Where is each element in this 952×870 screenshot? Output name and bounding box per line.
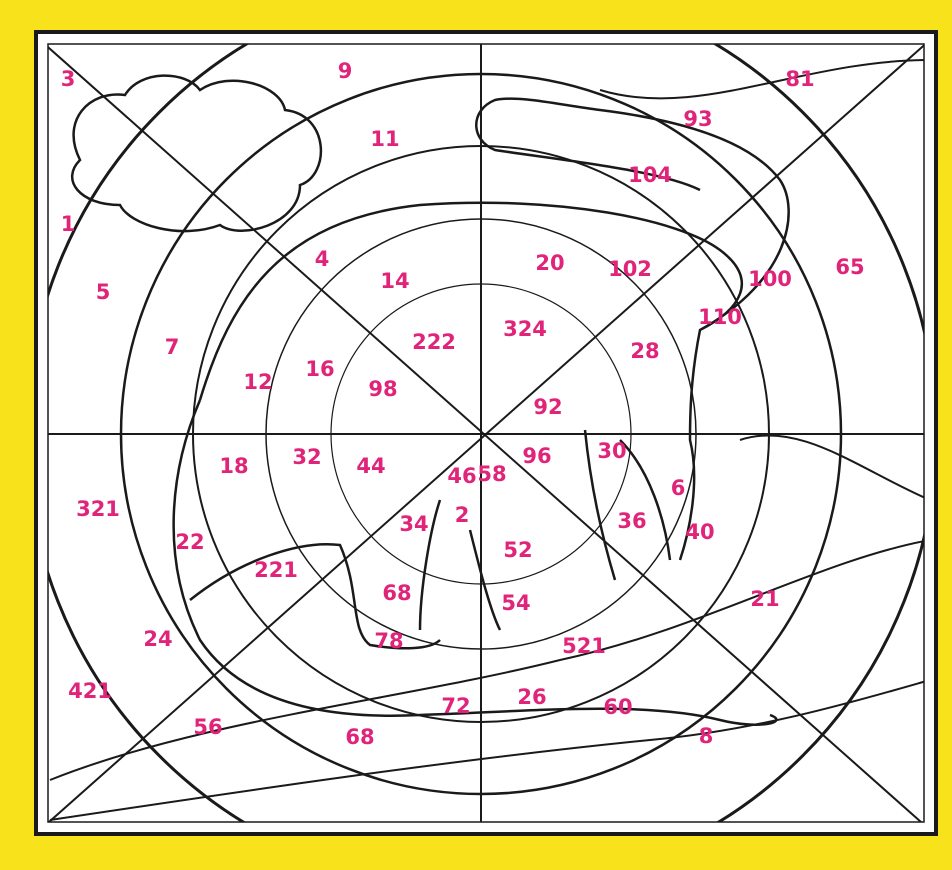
number-label: 102: [608, 257, 652, 281]
cloud: [70, 74, 323, 233]
number-label: 93: [683, 107, 712, 131]
number-label: 521: [562, 634, 606, 658]
number-label: 44: [356, 454, 385, 478]
number-label: 5: [96, 280, 111, 304]
number-label: 421: [68, 679, 112, 703]
dinosaur-legs: [172, 399, 778, 726]
number-label: 78: [374, 629, 403, 653]
number-label: 58: [477, 462, 506, 486]
number-label: 52: [503, 538, 532, 562]
number-label: 21: [750, 587, 779, 611]
number-label: 68: [345, 725, 374, 749]
number-label: 22: [175, 530, 204, 554]
number-label: 40: [685, 520, 714, 544]
number-label: 68: [382, 581, 411, 605]
number-label: 222: [412, 330, 456, 354]
number-label: 96: [522, 444, 551, 468]
number-label: 98: [368, 377, 397, 401]
number-label: 54: [501, 591, 530, 615]
number-label: 12: [243, 370, 272, 394]
ground-lines: [49, 59, 924, 821]
number-label: 100: [748, 267, 792, 291]
number-label: 2: [455, 503, 470, 527]
number-label: 30: [597, 439, 626, 463]
number-label: 4: [315, 247, 330, 271]
number-label: 20: [535, 251, 564, 275]
number-label: 11: [370, 127, 399, 151]
number-label: 46: [447, 464, 476, 488]
number-label: 104: [628, 163, 672, 187]
number-label: 321: [76, 497, 120, 521]
number-label: 16: [305, 357, 334, 381]
diagonal-line: [48, 44, 924, 822]
number-label: 26: [517, 685, 546, 709]
number-label: 92: [533, 395, 562, 419]
number-label: 7: [165, 335, 180, 359]
number-label: 56: [193, 715, 222, 739]
number-label: 9: [338, 59, 353, 83]
number-label: 36: [617, 509, 646, 533]
number-label: 14: [380, 269, 409, 293]
number-label: 32: [292, 445, 321, 469]
grid-lines: [48, 44, 924, 822]
number-label: 81: [785, 67, 814, 91]
number-label: 3: [61, 67, 76, 91]
number-label: 110: [698, 305, 742, 329]
number-label: 221: [254, 558, 298, 582]
number-label: 24: [143, 627, 172, 651]
number-label: 34: [399, 512, 428, 536]
number-label: 72: [441, 694, 470, 718]
number-label: 8: [699, 724, 714, 748]
number-label: 1: [61, 212, 76, 236]
number-label: 60: [603, 695, 632, 719]
number-label: 324: [503, 317, 547, 341]
dinosaur-body: [198, 97, 790, 561]
number-label: 6: [671, 476, 686, 500]
number-label: 28: [630, 339, 659, 363]
number-label: 18: [219, 454, 248, 478]
number-label: 65: [835, 255, 864, 279]
